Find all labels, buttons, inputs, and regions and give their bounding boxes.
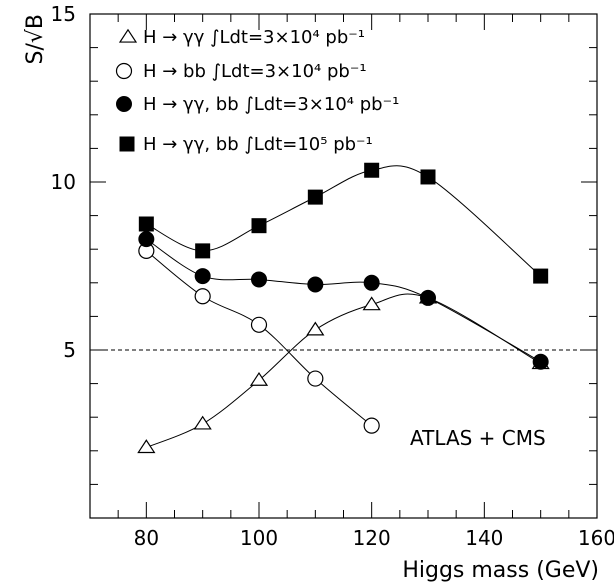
series-4-point <box>420 169 436 185</box>
series-2-point <box>194 288 211 305</box>
x-tick-label: 120 <box>353 526 391 550</box>
series-3-point <box>532 353 549 370</box>
x-axis-title: Higgs mass (GeV) <box>402 558 599 583</box>
y-axis-title: S/√B <box>23 14 48 65</box>
legend-label-4: H → γγ, bb ∫Ldt=10⁵ pb⁻¹ <box>143 134 373 155</box>
series-3-point <box>420 289 436 306</box>
series-4-point <box>138 216 154 232</box>
series-4-point <box>251 218 267 234</box>
legend-label-3: H → γγ, bb ∫Ldt=3×10⁴ pb⁻¹ <box>143 94 399 115</box>
series-2-point <box>363 417 380 434</box>
series-4-point <box>307 189 323 205</box>
series-4-line <box>146 165 541 277</box>
series-1-point <box>249 371 269 386</box>
series-3-point <box>138 231 155 248</box>
legend-marker-1 <box>118 28 138 43</box>
legend-label-1: H → γγ ∫Ldt=3×10⁴ pb⁻¹ <box>143 27 365 48</box>
series-1-point <box>193 415 212 430</box>
axis-labels: Higgs mass (GeV) S/√B ATLAS + CMS <box>23 14 599 583</box>
axis-ticks: 80 100 120 140 160 5 10 15 <box>51 2 614 550</box>
series-1-point <box>137 439 156 454</box>
series-3-point <box>307 276 324 293</box>
series-2-point <box>250 316 268 333</box>
legend-marker-4 <box>119 136 135 152</box>
series-4-point <box>195 243 211 259</box>
x-tick-label: 80 <box>134 526 159 550</box>
y-tick-label: 15 <box>51 2 76 26</box>
x-tick-label: 160 <box>578 526 614 550</box>
legend-marker-2 <box>115 62 133 80</box>
y-tick-label: 10 <box>51 170 76 194</box>
annotation-atlas-cms: ATLAS + CMS <box>410 426 546 450</box>
legend-marker-3 <box>116 96 132 112</box>
series-2-point <box>307 370 324 387</box>
series-markers <box>137 162 550 454</box>
legend-label-2: H → bb ∫Ldt=3×10⁴ pb⁻¹ <box>143 61 367 82</box>
y-tick-label: 5 <box>63 338 76 362</box>
series-1-point <box>306 321 325 336</box>
x-tick-label: 100 <box>240 526 278 550</box>
series-3-point <box>251 271 267 288</box>
series-4-point <box>533 268 549 284</box>
x-tick-label: 140 <box>465 526 503 550</box>
series-3-point <box>194 268 211 285</box>
series-4-point <box>364 162 380 178</box>
series-3-point <box>363 274 380 291</box>
series-lines <box>146 165 541 448</box>
series-1-point <box>362 296 381 311</box>
legend: H → γγ ∫Ldt=3×10⁴ pb⁻¹ H → bb ∫Ldt=3×10⁴ … <box>115 27 399 155</box>
